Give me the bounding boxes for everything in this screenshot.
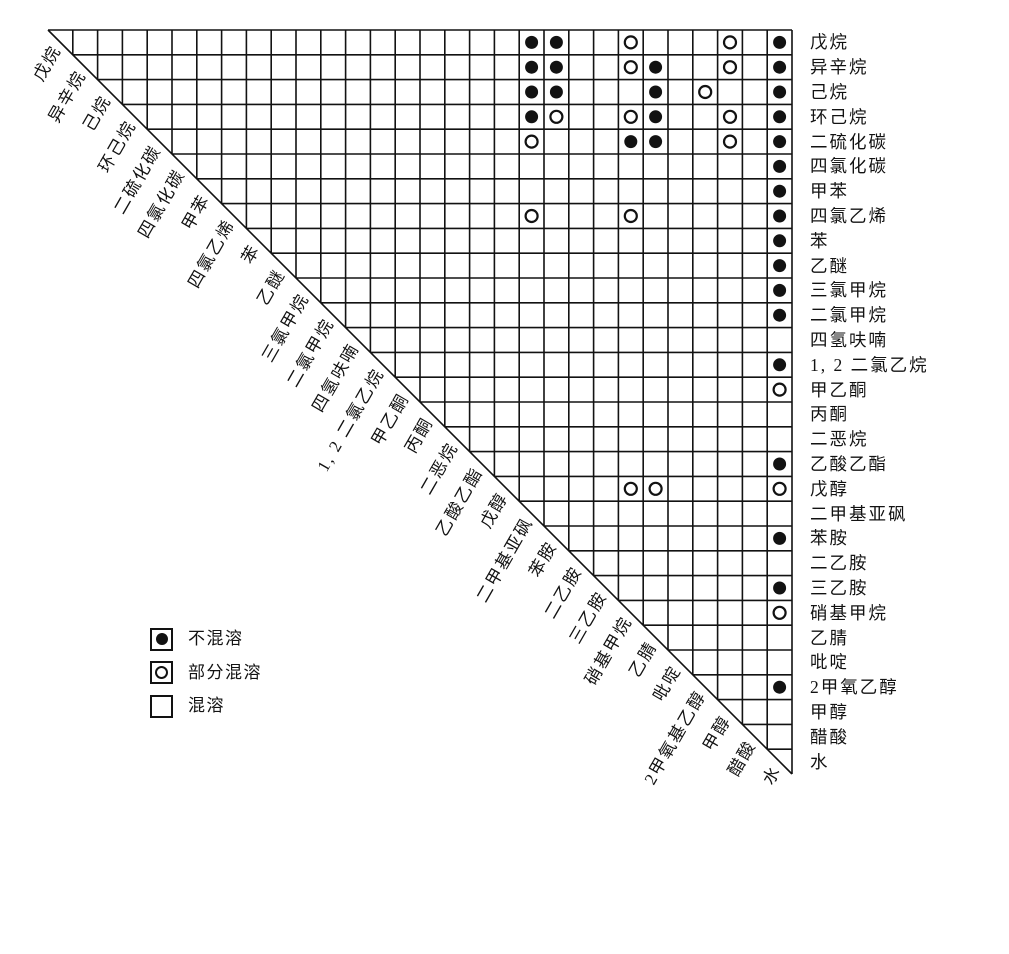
row-label-4: 环己烷: [810, 106, 869, 127]
mark-immiscible: [773, 35, 787, 49]
mark-partially-miscible: [772, 481, 787, 496]
mark-partially-miscible: [722, 35, 738, 50]
mark-partially-miscible: [722, 134, 738, 149]
mark-immiscible: [773, 680, 787, 694]
solvent-miscibility-chart: 戊烷异辛烷己烷环己烷二硫化碳四氯化碳甲苯四氯乙烯苯乙醚三氯甲烷二氯甲烷四氢呋喃 1…: [30, 29, 929, 788]
mark-immiscible: [773, 581, 787, 595]
mark-partially-miscible: [524, 208, 539, 224]
row-label-14: 1, 2 二氯乙烷: [810, 354, 929, 375]
legend-label: 不混溶: [188, 629, 244, 648]
mark-partially-miscible: [623, 109, 638, 124]
legend-item-filled-circle: 不混溶: [150, 627, 244, 651]
mark-partially-miscible: [623, 60, 638, 75]
row-label-21: 苯胺: [810, 528, 849, 549]
mark-partially-miscible: [722, 109, 738, 124]
mark-partially-miscible: [623, 208, 638, 224]
row-label-10: 乙醚: [810, 255, 849, 276]
row-label-20: 二甲基亚砜: [810, 503, 908, 524]
mark-immiscible: [773, 259, 787, 273]
mark-immiscible: [549, 85, 563, 99]
row-label-7: 甲苯: [810, 181, 849, 202]
row-label-12: 二氯甲烷: [810, 305, 888, 326]
row-label-16: 丙酮: [810, 404, 849, 425]
mark-immiscible: [773, 308, 787, 322]
row-label-17: 二恶烷: [810, 429, 869, 450]
row-label-19: 戊醇: [810, 478, 849, 499]
mark-partially-miscible: [648, 481, 663, 496]
mark-immiscible: [773, 283, 787, 297]
mark-immiscible: [773, 184, 787, 198]
legend-label: 混溶: [188, 696, 225, 715]
mark-immiscible: [525, 35, 539, 49]
row-label-24: 硝基甲烷: [810, 602, 888, 623]
mark-partially-miscible: [549, 109, 564, 124]
mark-immiscible: [649, 60, 663, 74]
mark-immiscible: [525, 60, 539, 74]
matrix-grid: [47, 29, 793, 775]
empty-square-icon: [150, 694, 173, 718]
mark-immiscible: [773, 135, 787, 149]
row-label-26: 吡啶: [810, 652, 849, 673]
mark-partially-miscible: [698, 84, 713, 100]
row-label-15: 甲乙酮: [810, 379, 869, 400]
mark-immiscible: [649, 110, 663, 124]
mark-immiscible: [773, 531, 787, 545]
mark-immiscible: [649, 85, 663, 99]
row-label-9: 苯: [810, 230, 830, 251]
legend-item-open-circle: 部分混溶: [150, 661, 262, 685]
row-label-8: 四氯乙烯: [810, 206, 888, 226]
grid-lines: [47, 29, 793, 775]
row-label-1: 戊烷: [810, 32, 849, 53]
legend-label: 部分混溶: [188, 662, 262, 682]
legend-item-empty-square: 混溶: [150, 694, 225, 718]
mark-immiscible: [549, 60, 563, 74]
row-label-18: 乙酸乙酯: [810, 454, 888, 474]
row-label-29: 醋酸: [810, 726, 849, 747]
mark-partially-miscible: [623, 35, 638, 50]
mark-immiscible: [773, 457, 787, 471]
mark-partially-miscible: [772, 605, 787, 620]
mark-immiscible: [649, 135, 663, 149]
mark-immiscible: [525, 110, 539, 124]
mark-partially-miscible: [623, 481, 638, 496]
filled-circle-glyph: [155, 633, 168, 645]
mark-immiscible: [525, 85, 539, 99]
mark-partially-miscible: [772, 382, 787, 397]
row-label-30: 水: [810, 751, 830, 772]
mark-immiscible: [773, 159, 787, 173]
mark-immiscible: [549, 35, 563, 49]
row-label-23: 三乙胺: [810, 578, 869, 598]
legend: 不混溶 部分混溶 混溶: [150, 627, 380, 727]
row-label-5: 二硫化碳: [810, 131, 888, 152]
mark-immiscible: [773, 110, 787, 124]
mark-immiscible: [624, 135, 638, 149]
row-label-11: 三氯甲烷: [810, 280, 888, 301]
filled-circle-icon: [150, 627, 173, 651]
mark-immiscible: [773, 209, 787, 223]
row-label-2: 异辛烷: [810, 57, 869, 78]
mark-immiscible: [773, 358, 787, 372]
row-label-13: 四氢呋喃: [810, 330, 888, 350]
mark-immiscible: [773, 60, 787, 74]
row-label-25: 乙腈: [810, 627, 849, 648]
row-label-27: 2甲氧乙醇: [810, 677, 899, 698]
row-label-22: 二乙胺: [810, 553, 869, 574]
mark-partially-miscible: [722, 60, 738, 75]
row-label-6: 四氯化碳: [810, 156, 888, 177]
row-label-3: 己烷: [810, 82, 849, 102]
mark-immiscible: [773, 85, 787, 99]
mark-immiscible: [773, 234, 787, 248]
mark-partially-miscible: [524, 134, 539, 149]
open-circle-icon: [150, 661, 173, 684]
row-label-28: 甲醇: [810, 702, 849, 722]
open-circle-glyph: [155, 666, 168, 679]
